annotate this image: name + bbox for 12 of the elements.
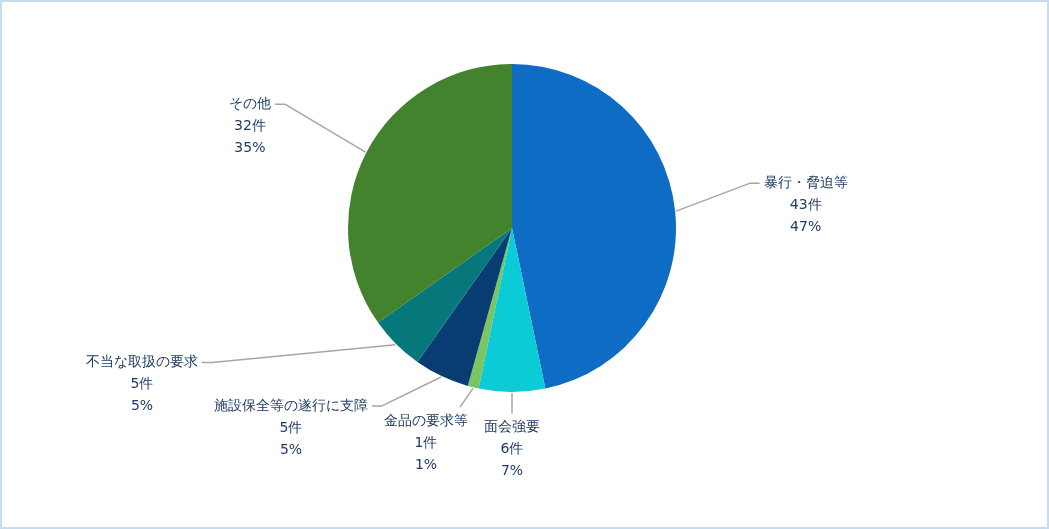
data-label: 6件 7% — [500, 440, 524, 479]
data-label: 43件 47% — [789, 196, 822, 234]
slice-label: 面会強要 — [484, 418, 540, 435]
slice-label: 不当な取扱の要求 — [86, 353, 198, 370]
data-label: 32件 35% — [233, 116, 266, 155]
data-label: 5件 5% — [130, 375, 154, 414]
slice-label: 暴行・脅迫等 — [763, 174, 848, 190]
slice-label: 金品の要求等 — [384, 411, 468, 428]
data-label: 5件 5% — [279, 418, 303, 457]
slice-label: 施設保全等の遂行に支障 — [214, 396, 368, 413]
data-label: 1件 1% — [414, 433, 438, 472]
slice-label: その他 — [228, 94, 271, 111]
